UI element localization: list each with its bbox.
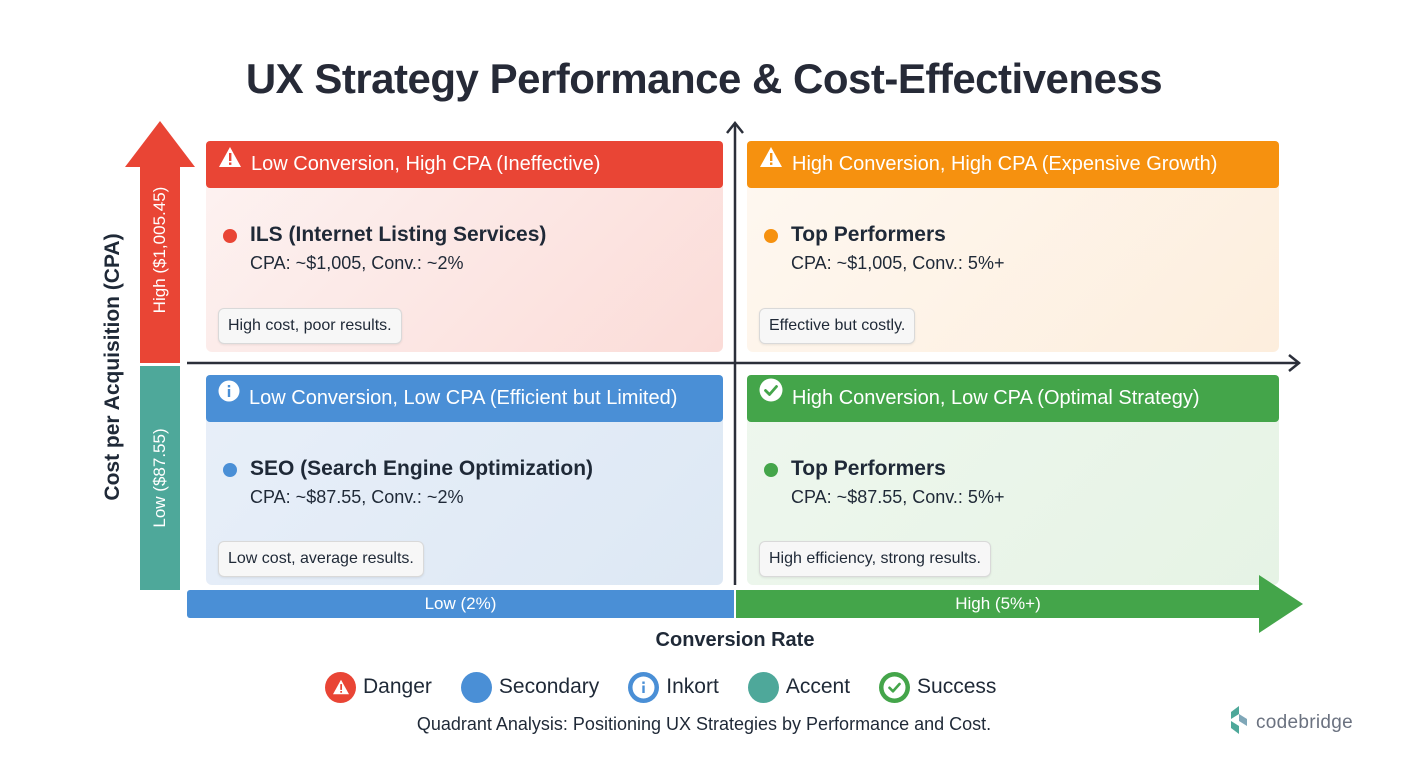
quadrant-note: Effective but costly. <box>759 308 916 344</box>
legend: Danger Secondary Inkort Accent Success <box>325 671 1025 703</box>
x-axis-label: Conversion Rate <box>655 629 815 651</box>
strategy-item: SEO (Search Engine Optimization) CPA: ~$… <box>223 457 594 508</box>
legend-label: Danger <box>363 675 432 698</box>
y-axis-high-segment: High ($1,005.45) <box>140 165 180 363</box>
strategy-name: SEO (Search Engine Optimization) <box>250 457 594 480</box>
quadrant-header: High Conversion, Low CPA (Optimal Strate… <box>747 375 1279 422</box>
warning-icon <box>325 671 356 703</box>
circle-icon <box>747 671 779 703</box>
x-axis-high-segment: High (5%+) <box>736 590 1260 618</box>
circle-icon <box>460 671 492 703</box>
page-title: UX Strategy Performance & Cost-Effective… <box>245 55 1163 102</box>
strategy-dot <box>764 463 778 477</box>
quadrant-note: Low cost, average results. <box>218 541 424 577</box>
quadrant-high-conv-high-cpa: High Conversion, High CPA (Expensive Gro… <box>747 141 1279 352</box>
strategy-metrics: CPA: ~$1,005, Conv.: 5%+ <box>791 253 1005 273</box>
legend-item-accent: Accent <box>747 671 851 703</box>
legend-label: Accent <box>785 675 851 698</box>
check-circle-icon <box>879 671 911 703</box>
quadrant-header-label: High Conversion, High CPA (Expensive Gro… <box>792 153 1218 175</box>
strategy-metrics: CPA: ~$87.55, Conv.: ~2% <box>250 487 464 507</box>
quadrant-header-label: Low Conversion, High CPA (Ineffective) <box>251 153 601 175</box>
strategy-item: Top Performers CPA: ~$87.55, Conv.: 5%+ <box>764 457 1005 508</box>
y-axis-arrow-head <box>125 121 195 167</box>
legend-label: Secondary <box>498 675 600 698</box>
quadrant-header-label: Low Conversion, Low CPA (Efficient but L… <box>249 387 678 409</box>
strategy-dot <box>223 229 237 243</box>
quadrant-note: High cost, poor results. <box>218 308 402 344</box>
strategy-dot <box>223 463 237 477</box>
legend-label: Inkort <box>666 675 719 698</box>
quadrant-note: High efficiency, strong results. <box>759 541 991 577</box>
warning-icon <box>218 141 242 186</box>
legend-item-info: Inkort <box>628 671 719 703</box>
quadrant-header-label: High Conversion, Low CPA (Optimal Strate… <box>792 387 1200 409</box>
strategy-metrics: CPA: ~$87.55, Conv.: 5%+ <box>791 487 1005 507</box>
legend-item-secondary: Secondary <box>460 671 600 703</box>
horizontal-axis-arrow <box>1288 354 1302 372</box>
brand-name: codebridge <box>1256 711 1354 733</box>
info-icon <box>218 375 240 420</box>
strategy-name: Top Performers <box>791 457 946 480</box>
quadrant-header: Low Conversion, High CPA (Ineffective) <box>206 141 723 188</box>
legend-item-success: Success <box>879 671 997 703</box>
x-axis-low-segment: Low (2%) <box>187 590 734 618</box>
x-axis-arrow-head <box>1259 575 1303 633</box>
quadrant-header: High Conversion, High CPA (Expensive Gro… <box>747 141 1279 188</box>
strategy-metrics: CPA: ~$1,005, Conv.: ~2% <box>250 253 464 273</box>
vertical-axis-arrow <box>726 120 744 134</box>
warning-icon <box>759 141 783 186</box>
quadrant-low-conv-low-cpa: Low Conversion, Low CPA (Efficient but L… <box>206 375 723 585</box>
strategy-dot <box>764 229 778 243</box>
figure-caption: Quadrant Analysis: Positioning UX Strate… <box>416 714 992 734</box>
legend-label: Success <box>917 675 997 698</box>
strategy-item: ILS (Internet Listing Services) CPA: ~$1… <box>223 223 547 274</box>
check-circle-icon <box>759 375 783 420</box>
quadrant-header: Low Conversion, Low CPA (Efficient but L… <box>206 375 723 422</box>
y-axis-low-segment: Low ($87.55) <box>140 366 180 590</box>
quadrant-high-conv-low-cpa: High Conversion, Low CPA (Optimal Strate… <box>747 375 1279 585</box>
brand-logo: codebridge <box>1228 705 1353 740</box>
strategy-item: Top Performers CPA: ~$1,005, Conv.: 5%+ <box>764 223 1005 274</box>
quadrant-low-conv-high-cpa: Low Conversion, High CPA (Ineffective) I… <box>206 141 723 352</box>
codebridge-logo-icon <box>1228 705 1250 740</box>
strategy-name: Top Performers <box>791 223 946 246</box>
strategy-name: ILS (Internet Listing Services) <box>250 223 547 246</box>
legend-item-danger: Danger <box>325 671 432 703</box>
info-icon <box>628 671 660 703</box>
